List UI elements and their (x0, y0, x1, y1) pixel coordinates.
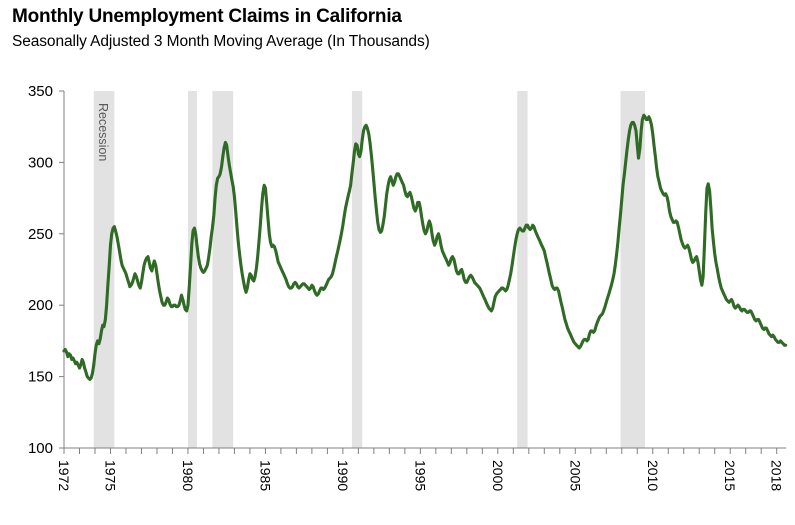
recession-band (351, 91, 363, 448)
x-axis-tick-label: 2010 (645, 460, 661, 491)
y-axis-tick-label: 250 (28, 226, 53, 243)
recession-band (93, 91, 115, 448)
y-axis-tick-label: 200 (28, 297, 53, 314)
x-axis-tick-label: 2015 (722, 460, 738, 491)
y-axis-labels-group: 100 150 200 250 300 350 (28, 83, 53, 457)
data-series-line (62, 113, 788, 382)
y-axis-tick-label: 150 (28, 369, 53, 386)
recession-annotation-label: Recession (96, 103, 110, 161)
x-axis-tick-label: 1972 (56, 460, 72, 491)
x-axis-tick-label: 1980 (180, 460, 196, 491)
recession-band (517, 91, 528, 448)
x-axis-tick-label: 1995 (412, 460, 428, 491)
x-axis-tick-label: 2005 (567, 460, 583, 491)
recession-band (187, 91, 197, 448)
y-axis-tick-label: 300 (28, 154, 53, 171)
x-axis-labels-group: 1972 1975 1980 1985 1990 1995 2000 2005 2010 2015… (56, 460, 785, 491)
x-axis-ticks-group (63, 448, 778, 454)
y-axis-tick-label: 100 (28, 440, 53, 457)
recession-band (212, 91, 234, 448)
page-subtitle: Seasonally Adjusted 3 Month Moving Avera… (12, 33, 430, 50)
x-axis-tick-label: 1985 (257, 460, 273, 491)
x-axis-tick-label: 1975 (102, 460, 118, 491)
y-axis-ticks-group (59, 90, 64, 449)
x-axis-tick-label: 2000 (490, 460, 506, 491)
page-title: Monthly Unemployment Claims in Californi… (12, 6, 402, 27)
x-axis-tick-label: 1990 (335, 460, 351, 491)
x-axis-tick-label: 2018 (769, 460, 785, 491)
y-axis-tick-label: 350 (28, 83, 53, 100)
